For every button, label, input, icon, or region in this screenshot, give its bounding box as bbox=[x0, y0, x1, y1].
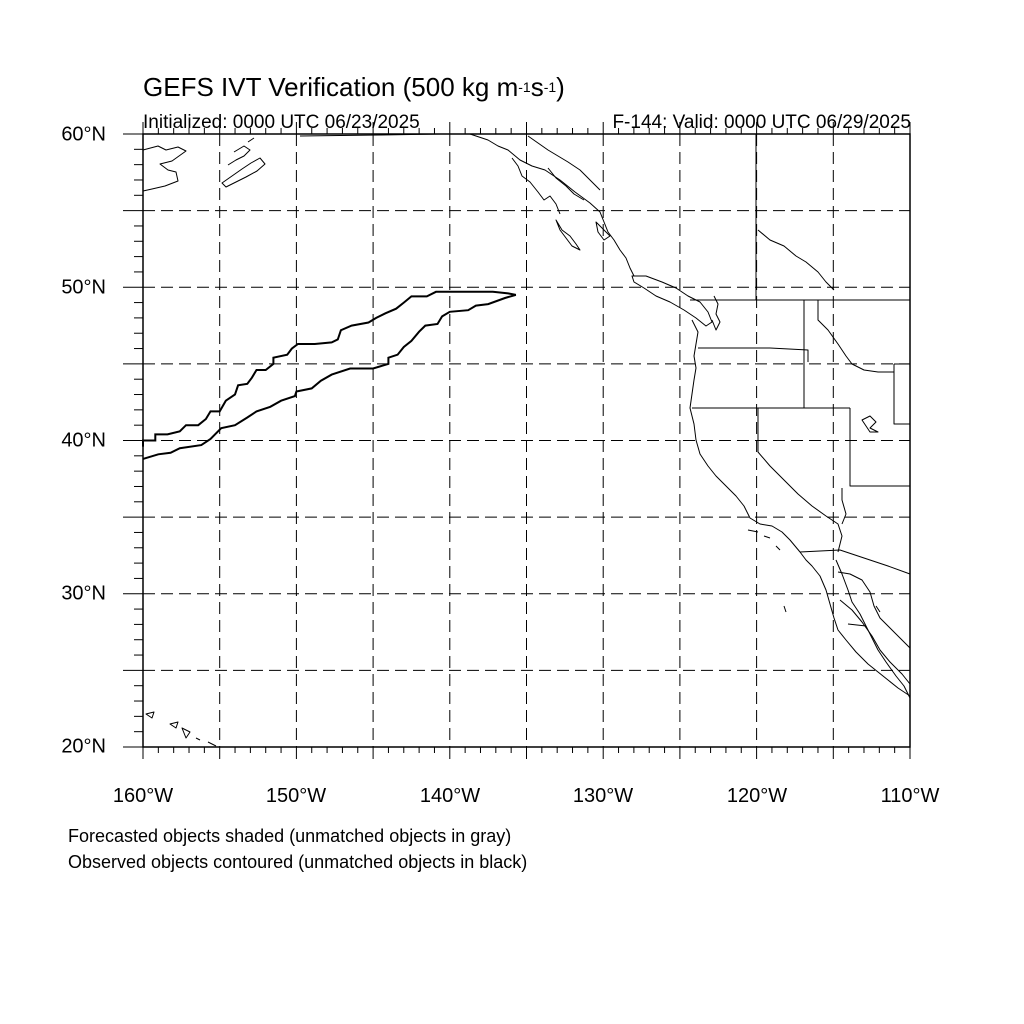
lat-label-30: 30°N bbox=[61, 582, 106, 605]
mainland-mexico-coast bbox=[839, 599, 911, 685]
alaska-peninsula-coast bbox=[142, 145, 187, 192]
observed-object-contour bbox=[142, 290, 517, 460]
initialized-label: Initialized: 0000 UTC 06/23/2025 bbox=[143, 112, 420, 133]
se-alaska-islands bbox=[511, 157, 611, 251]
title-text-s: s bbox=[530, 72, 544, 102]
map-frame bbox=[123, 122, 911, 759]
forecast-note: Forecasted objects shaded (unmatched obj… bbox=[68, 826, 512, 846]
alaska-canada-border bbox=[527, 135, 601, 191]
hawaii-islands bbox=[145, 711, 217, 747]
guadalupe-island bbox=[783, 605, 787, 613]
lat-lon-grid bbox=[143, 134, 910, 747]
page-title: GEFS IVT Verification (500 kg m-1s-1) bbox=[143, 72, 565, 103]
channel-islands bbox=[747, 529, 781, 551]
baja-gulf-coast bbox=[835, 559, 911, 699]
great-salt-lake bbox=[861, 415, 879, 433]
hudson-bay-coast bbox=[755, 134, 835, 300]
lat-label-40: 40°N bbox=[61, 429, 106, 452]
title-close: ) bbox=[556, 72, 565, 102]
south-alaska-coast bbox=[227, 133, 635, 277]
title-exponent-1: -1 bbox=[518, 79, 531, 95]
washington-oregon-border bbox=[698, 347, 809, 362]
ivt-objects bbox=[142, 290, 517, 460]
lon-label-160w: 160°W bbox=[112, 785, 174, 807]
arizona-border bbox=[799, 488, 911, 575]
idaho-wyoming-border bbox=[849, 363, 910, 487]
kodiak-island bbox=[221, 157, 266, 188]
washington-idaho-border bbox=[803, 300, 894, 408]
lat-label-60: 60°N bbox=[61, 123, 106, 146]
vancouver-island bbox=[631, 275, 713, 327]
observed-note: Observed objects contoured (unmatched ob… bbox=[68, 852, 528, 872]
valid-label: F-144: Valid: 0000 UTC 06/29/2025 bbox=[612, 112, 911, 133]
lon-label-110w: 110°W bbox=[880, 785, 940, 807]
lon-label-130w: 130°W bbox=[572, 785, 634, 807]
coastlines-and-borders bbox=[142, 133, 911, 747]
west-coast-us bbox=[689, 319, 911, 697]
california-nevada-border bbox=[757, 408, 843, 553]
lat-label-50: 50°N bbox=[61, 276, 106, 299]
title-text: GEFS IVT Verification (500 kg m bbox=[143, 72, 519, 102]
lon-label-140w: 140°W bbox=[419, 785, 481, 807]
lon-label-120w: 120°W bbox=[726, 785, 788, 807]
lat-label-20: 20°N bbox=[61, 735, 106, 758]
puget-sound bbox=[711, 295, 721, 331]
lon-label-150w: 150°W bbox=[265, 785, 327, 807]
title-exponent-2: -1 bbox=[543, 79, 557, 95]
